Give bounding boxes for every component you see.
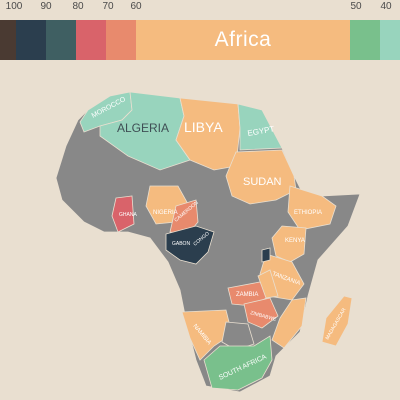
country-mozambique bbox=[271, 297, 307, 349]
label-ethiopia: ETHIOPIA bbox=[294, 210, 322, 216]
legend: 100 90 80 70 60 50 40 Africa bbox=[0, 0, 400, 62]
label-gabon: GABON bbox=[172, 241, 190, 247]
country-ghana bbox=[111, 195, 135, 233]
country-south-africa bbox=[203, 335, 273, 391]
label-zambia: ZAMBIA bbox=[236, 292, 258, 298]
country-gabon-congo bbox=[165, 225, 215, 265]
africa-map: MOROCCO ALGERIA LIBYA EGYPT SUDAN ETHIOP… bbox=[55, 91, 361, 393]
scale-segment-90 bbox=[16, 20, 46, 60]
country-sudan bbox=[225, 149, 297, 205]
label-algeria: ALGERIA bbox=[117, 121, 169, 135]
legend-tick-50: 50 bbox=[350, 1, 362, 12]
country-egypt bbox=[237, 103, 283, 151]
label-nigeria: NIGERIA bbox=[153, 210, 178, 216]
label-libya: LIBYA bbox=[184, 119, 223, 135]
legend-tick-60: 60 bbox=[130, 1, 142, 12]
scale-segment-80 bbox=[46, 20, 76, 60]
country-madagascar bbox=[321, 295, 353, 347]
scale-segment-60 bbox=[106, 20, 136, 60]
legend-tick-80: 80 bbox=[72, 1, 84, 12]
scale-segment-100 bbox=[0, 20, 16, 60]
country-zimbabwe bbox=[243, 297, 279, 329]
legend-tick-100: 100 bbox=[5, 1, 23, 12]
country-ethiopia bbox=[287, 185, 337, 231]
label-sudan: SUDAN bbox=[243, 176, 282, 188]
scale-segment-40 bbox=[380, 20, 400, 60]
legend-tick-40: 40 bbox=[380, 1, 392, 12]
legend-tick-70: 70 bbox=[102, 1, 114, 12]
label-kenya: KENYA bbox=[285, 238, 305, 244]
color-scale-bar: Africa bbox=[0, 20, 400, 60]
country-rwanda bbox=[261, 247, 271, 263]
africa-highlight-label: Africa bbox=[214, 28, 272, 51]
country-namibia bbox=[181, 309, 233, 361]
country-malawi bbox=[257, 269, 279, 299]
scale-segment-50 bbox=[350, 20, 380, 60]
scale-segment-africa: Africa bbox=[136, 20, 350, 60]
label-ghana: GHANA bbox=[119, 212, 137, 218]
legend-tick-90: 90 bbox=[40, 1, 52, 12]
scale-segment-70 bbox=[76, 20, 106, 60]
